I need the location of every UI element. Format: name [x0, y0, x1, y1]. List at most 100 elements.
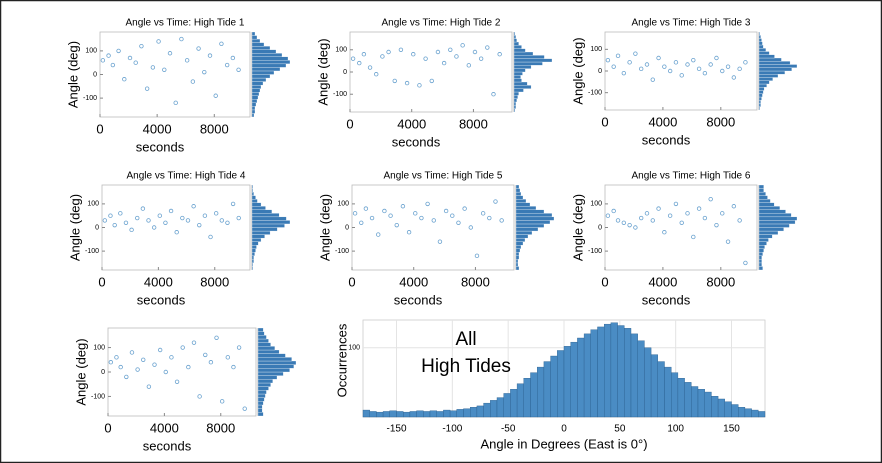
scatter-point [191, 340, 197, 345]
hist-bar [758, 77, 773, 81]
scatter-point [102, 218, 108, 223]
scatter-point [202, 69, 207, 75]
scatter-point [611, 64, 616, 69]
scatter-point [423, 56, 428, 61]
scatter-point [135, 367, 140, 372]
hist-bar [251, 60, 291, 65]
x-tick-label: 0 [104, 420, 111, 435]
hist-bar [257, 357, 292, 362]
scatter-point [197, 394, 202, 399]
y-axis-label: Angle (deg) [67, 194, 82, 261]
hist-bar [251, 216, 287, 221]
scatter-point [219, 41, 224, 47]
hist-bar [257, 382, 271, 387]
x-tick-label: 0 [601, 274, 608, 289]
y-tick-label: -100 [83, 95, 97, 102]
hist-bar [758, 54, 775, 59]
hist-bar [515, 216, 555, 221]
x-axis-label: seconds [392, 134, 441, 149]
y-tick-label: 0 [598, 224, 602, 231]
scatter-point [118, 211, 123, 216]
scatter-point [110, 62, 116, 68]
scatter-point [225, 220, 230, 225]
y-tick-label: 100 [85, 48, 97, 55]
x-axis-label: seconds [394, 292, 443, 307]
hist-bar [251, 206, 266, 210]
hist-bar [515, 195, 524, 200]
hist-bar [257, 338, 269, 343]
x-tick-label: 8000 [461, 274, 490, 289]
hist-bar [630, 333, 638, 418]
scatter-point [392, 78, 397, 84]
hist-bar [251, 241, 259, 246]
scatter-point [743, 260, 748, 266]
y-tick-label: -100 [91, 393, 105, 400]
hist-bar [257, 346, 276, 351]
scatter-point [230, 55, 236, 61]
scatter-point [169, 355, 174, 360]
hist-bar [610, 322, 618, 418]
x-axis-label: seconds [143, 438, 192, 453]
hist-bar [644, 347, 652, 418]
y-axis-label: Angle (deg) [570, 37, 585, 104]
hist-bar [758, 202, 775, 207]
hist-bar [257, 368, 290, 373]
hist-bar [515, 209, 545, 214]
scatter-point [163, 220, 168, 225]
scatter-point [725, 64, 731, 69]
scatter-point [448, 47, 453, 52]
x-tick-label: 8000 [459, 116, 488, 131]
plot-area [351, 184, 515, 271]
hist-bar [758, 234, 773, 239]
hist-bar [362, 409, 370, 418]
y-tick-label: -100 [85, 248, 99, 255]
y-axis-label: Angle (deg) [315, 38, 330, 105]
hist-bar [671, 372, 679, 418]
scatter-point [106, 53, 111, 58]
hist-bar [257, 360, 297, 365]
scatter-point [491, 92, 496, 97]
x-axis-label: seconds [136, 139, 185, 154]
plot-area [604, 184, 758, 271]
hist-bar [513, 75, 521, 79]
hist-bar [257, 335, 267, 340]
scatter-point [460, 43, 465, 48]
scatter-point [214, 335, 219, 340]
x-tick-label: 0 [98, 274, 105, 289]
scatter-point [150, 65, 156, 70]
hist-bar [251, 53, 283, 57]
hist-bar [251, 199, 258, 203]
scatter-point [435, 49, 441, 55]
hist-bar [515, 252, 520, 256]
scatter-point [406, 230, 412, 235]
y-tick-label: 100 [335, 47, 347, 54]
hist-bar [758, 87, 765, 91]
scatter-point [474, 253, 480, 259]
hist-bar [758, 220, 796, 225]
y-tick-label: 100 [87, 201, 99, 208]
hist-bar [537, 366, 545, 418]
scatter-point [615, 53, 621, 59]
hist-bar [530, 372, 538, 418]
hist-bar [515, 248, 521, 253]
scatter-point [685, 62, 690, 67]
hist-bar [510, 389, 518, 418]
scatter-point [114, 355, 119, 360]
hist-bar [251, 42, 265, 47]
scatter-point [627, 60, 632, 65]
hist-bar [758, 103, 761, 107]
scatter-point [691, 57, 696, 63]
scatter-point [213, 211, 219, 216]
hist-bar [758, 266, 763, 271]
hist-bar [251, 259, 254, 264]
scatter-point [122, 77, 127, 82]
x-tick-label: -150 [386, 424, 406, 435]
hist-bar [251, 95, 259, 100]
scatter-point [605, 57, 611, 63]
scatter-point [702, 215, 708, 221]
scatter-point [139, 43, 144, 49]
scatter-point [743, 60, 748, 65]
scatter-point [468, 225, 473, 230]
scatter-point [236, 345, 242, 350]
y-tick-label: 100 [590, 201, 602, 208]
